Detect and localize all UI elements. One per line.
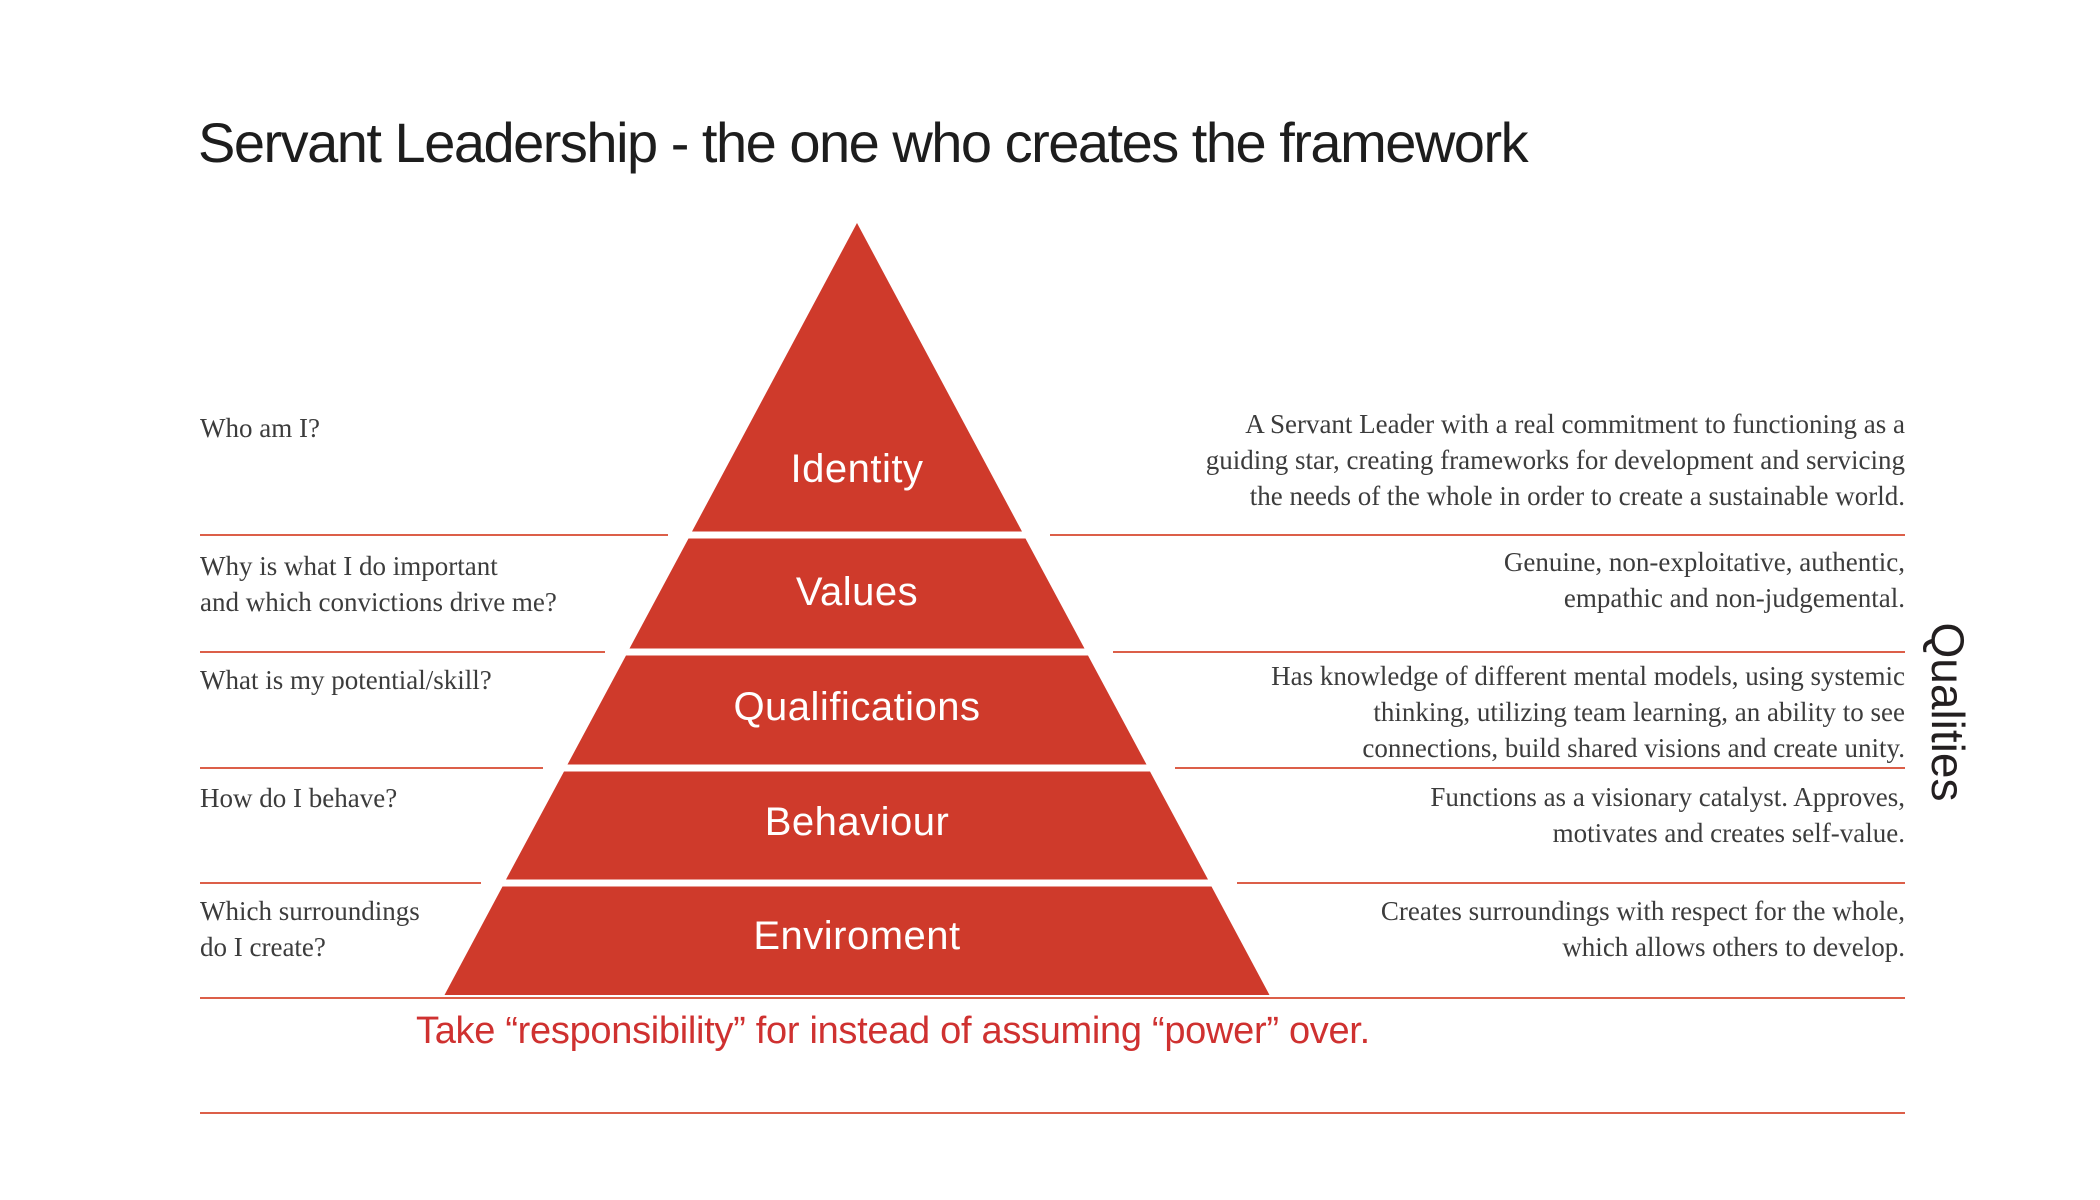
- question-enviroment: Which surroundings do I create?: [200, 896, 420, 962]
- description-behaviour: Functions as a visionary catalyst. Appro…: [1430, 782, 1905, 848]
- divider-bottom: [200, 1112, 1905, 1114]
- side-label-qualities: Qualities: [1922, 622, 1974, 802]
- question-qualifications: What is my potential/skill?: [200, 665, 492, 695]
- divider-row4-right: [1237, 882, 1905, 884]
- divider-row3-right: [1175, 767, 1905, 769]
- pyramid-level-identity: [692, 223, 1022, 532]
- divider-row2-right: [1113, 651, 1905, 653]
- question-identity: Who am I?: [200, 413, 320, 443]
- divider-row1-right: [1050, 534, 1905, 536]
- pyramid-label-values: Values: [796, 570, 918, 614]
- description-identity: A Servant Leader with a real commitment …: [1205, 409, 1905, 511]
- pyramid-label-behaviour: Behaviour: [765, 800, 950, 844]
- pyramid-level-behaviour: [506, 771, 1208, 880]
- description-values: Genuine, non-exploitative, authentic, em…: [1503, 547, 1905, 613]
- pyramid-label-identity: Identity: [791, 447, 924, 491]
- divider-row1-left: [200, 534, 668, 536]
- pyramid-level-enviroment: [444, 886, 1270, 995]
- statement: Take “responsibility” for instead of ass…: [416, 1010, 1370, 1052]
- pyramid-label-enviroment: Enviroment: [753, 914, 960, 958]
- pyramid-level-values: [629, 538, 1085, 649]
- description-enviroment: Creates surroundings with respect for th…: [1380, 896, 1905, 962]
- question-behaviour: How do I behave?: [200, 783, 398, 813]
- divider-pyramid-base: [200, 997, 1905, 999]
- question-values: Why is what I do important and which con…: [200, 551, 557, 617]
- divider-row3-left: [200, 767, 543, 769]
- page-title: Servant Leadership - the one who creates…: [198, 111, 1529, 174]
- pyramid-label-qualifications: Qualifications: [733, 685, 980, 729]
- divider-row2-left: [200, 651, 605, 653]
- pyramid-level-qualifications: [567, 655, 1147, 765]
- description-qualifications: Has knowledge of different mental models…: [1271, 661, 1905, 763]
- divider-row4-left: [200, 882, 481, 884]
